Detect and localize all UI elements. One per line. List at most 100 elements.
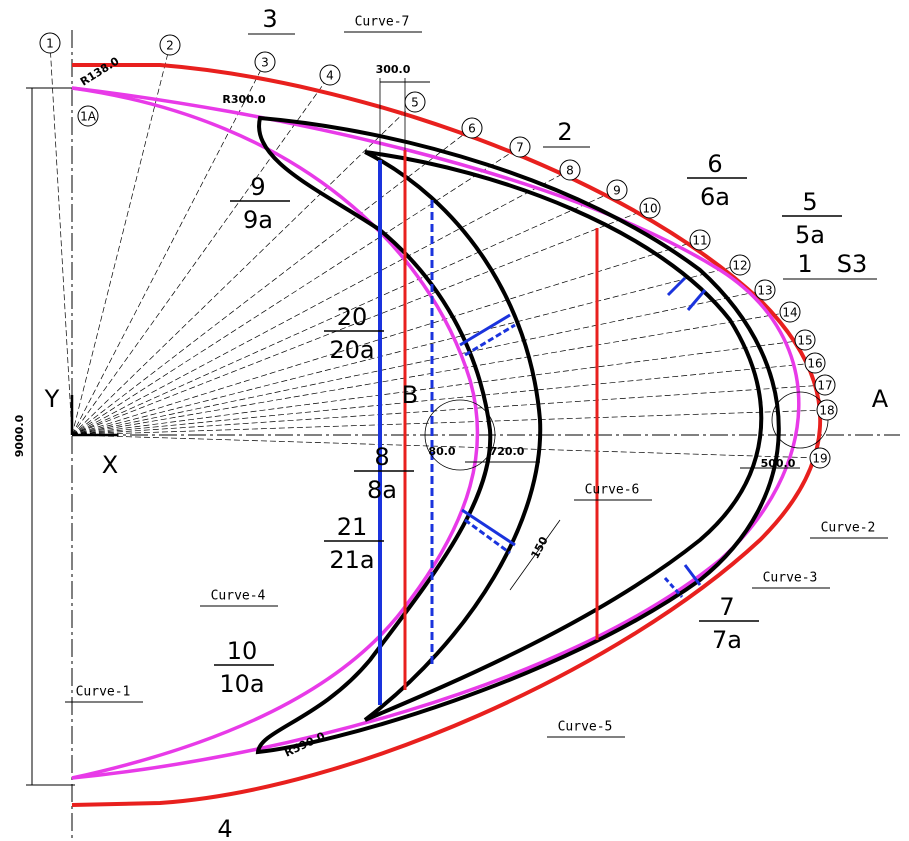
marker-circle: [809, 447, 831, 469]
dimension-label: R300.0: [222, 93, 266, 106]
marker-label: 13: [757, 284, 772, 298]
marker-label: 11: [692, 234, 707, 248]
rib: [464, 518, 511, 555]
fraction-top: 8: [374, 443, 389, 471]
point-label: A: [872, 385, 889, 413]
radial-line: [71, 409, 828, 436]
fraction-top: 9: [250, 173, 265, 201]
rib: [461, 508, 516, 547]
rib: [666, 276, 687, 297]
curve-5: [364, 150, 764, 722]
radial-line: [71, 434, 821, 459]
fraction-top: 6: [707, 150, 722, 178]
region-label: 4: [217, 815, 232, 841]
region-label: 2: [557, 118, 572, 146]
curve-label: Curve-6: [585, 483, 640, 498]
marker-label: 1A: [80, 110, 97, 124]
curve-label: Curve-4: [211, 589, 266, 604]
dimension-label: R590.0: [282, 729, 327, 759]
marker-label: 1: [46, 37, 54, 51]
blade-profile: [255, 115, 781, 755]
point-label: B: [402, 381, 418, 409]
dimension-label: 150: [528, 534, 550, 561]
radial-line: [71, 74, 331, 436]
curve-outer-magenta: [71, 86, 801, 780]
radial-line: [71, 239, 701, 436]
dimension-label: 300.0: [376, 63, 411, 76]
dimension-label: 720.0: [490, 445, 525, 458]
rib: [464, 323, 516, 357]
axis-label: X: [102, 451, 118, 479]
axis-label: Y: [44, 385, 60, 413]
fraction-bottom: 8a: [367, 476, 397, 504]
fraction-bottom: 7a: [712, 626, 742, 654]
curve-label: Curve-2: [821, 521, 876, 536]
geometry: [26, 30, 900, 841]
fraction-bottom: 21a: [329, 546, 374, 574]
marker-circle: [461, 117, 483, 139]
curve-inner-magenta: [71, 86, 480, 780]
rib: [663, 576, 684, 599]
radial-lines: [49, 42, 828, 459]
marker-circle: [77, 105, 99, 127]
radial-line: [71, 289, 766, 436]
marker-circle: [754, 279, 776, 301]
radial-line: [71, 362, 816, 436]
fraction-bottom: 6a: [700, 183, 730, 211]
marker-label: 18: [819, 404, 834, 418]
marker-circle: [816, 399, 838, 421]
fraction-top: 10: [227, 637, 258, 665]
radial-line: [71, 339, 806, 436]
marker-label: 19: [812, 452, 827, 466]
radial-line: [71, 44, 171, 436]
fraction-top: 5: [802, 188, 817, 216]
marker-circle: [159, 34, 181, 56]
marker-label: 4: [326, 69, 334, 83]
fraction-bottom: 20a: [329, 336, 374, 364]
dimension-label: R138.0: [78, 54, 122, 88]
dimension-label: 80.0: [428, 445, 455, 458]
region-label: 3: [262, 5, 277, 33]
region-label: S3: [837, 250, 868, 278]
fraction-bottom: 10a: [219, 670, 264, 698]
radial-line: [71, 169, 571, 436]
radial-line: [71, 101, 416, 436]
marker-label: 6: [468, 122, 476, 136]
marker-circle: [319, 64, 341, 86]
marker-circle: [779, 301, 801, 323]
radial-line: [71, 189, 618, 436]
marker-label: 17: [817, 379, 832, 393]
marker-circle: [639, 197, 661, 219]
radial-line: [71, 127, 473, 436]
curve-label: Curve-5: [558, 720, 613, 735]
fraction-bottom: 5a: [795, 221, 825, 249]
marker-label: 12: [732, 259, 747, 273]
dim-line: [509, 519, 561, 591]
radial-line: [71, 61, 266, 436]
dimension-label: 9000.0: [13, 414, 26, 457]
marker-label: 9: [613, 184, 621, 198]
radial-line: [49, 42, 73, 436]
marker-circle: [794, 329, 816, 351]
radial-line: [71, 384, 826, 436]
outer-curve: [71, 63, 823, 807]
radial-line: [71, 207, 651, 436]
marker-label: 15: [797, 334, 812, 348]
fraction-top: 21: [337, 513, 368, 541]
marker-circle: [689, 229, 711, 251]
rib: [683, 564, 702, 586]
fraction-top: 7: [719, 593, 734, 621]
fraction-bottom: 9a: [243, 206, 273, 234]
marker-label: 14: [782, 306, 797, 320]
detail-circle: [424, 399, 496, 471]
marker-circle: [39, 32, 61, 54]
rib: [459, 313, 511, 347]
marker-circle: [254, 51, 276, 73]
marker-label: 16: [807, 357, 822, 371]
marker-label: 7: [516, 141, 524, 155]
region-label: 1: [797, 250, 812, 278]
curve-label: Curve-7: [355, 15, 410, 30]
